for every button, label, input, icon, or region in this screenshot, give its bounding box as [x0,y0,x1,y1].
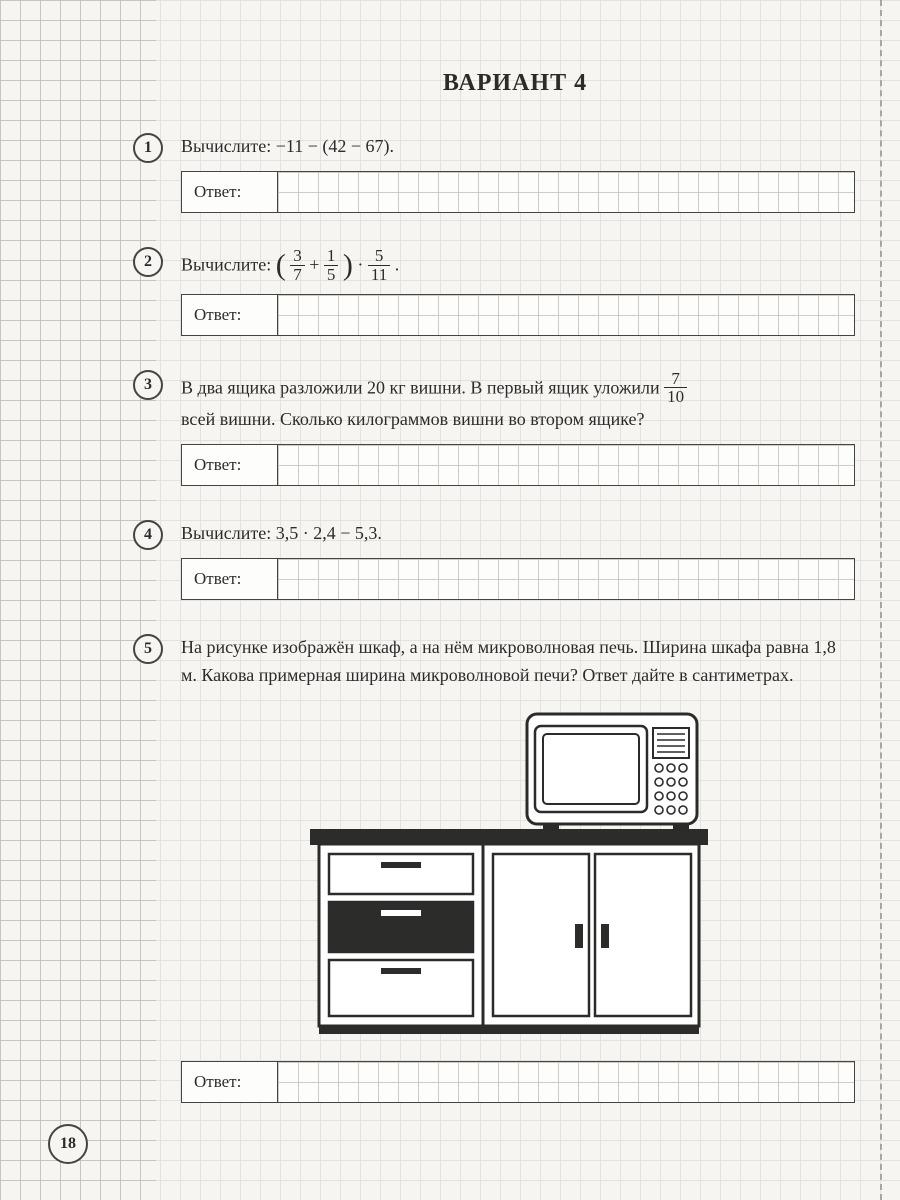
text-part: всей вишни. Сколько килограммов вишни во… [181,409,645,429]
answer-box: Ответ: [181,294,855,336]
problem-number: 1 [133,133,163,163]
answer-box: Ответ: [181,1061,855,1103]
problem-number: 5 [133,634,163,664]
denominator: 11 [368,266,390,284]
answer-label: Ответ: [182,559,278,599]
plus-sign: + [309,254,324,274]
denominator: 5 [324,266,339,284]
answer-box: Ответ: [181,444,855,486]
answer-label: Ответ: [182,295,278,335]
numerator: 1 [324,247,339,266]
problem-1: 1 Вычислите: −11 − (42 − 67). Ответ: [175,133,855,213]
microwave-icon [527,714,697,830]
answer-input-grid[interactable] [278,559,854,599]
fraction: 1 5 [324,247,339,284]
answer-input-grid[interactable] [278,172,854,212]
fraction: 5 11 [368,247,390,284]
illustration-cabinet-microwave [295,706,855,1041]
denominator: 10 [664,388,687,406]
answer-box: Ответ: [181,171,855,213]
cabinet-icon [311,830,707,1034]
answer-input-grid[interactable] [278,295,854,335]
problem-text: На рисунке изображён шкаф, а на нём микр… [181,634,855,690]
text-part: В два ящика разложили 20 кг вишни. В пер… [181,377,664,397]
left-paren-icon: ( [276,248,286,281]
problem-5: 5 На рисунке изображён шкаф, а на нём ми… [175,634,855,1103]
dot-operator: · [357,254,368,274]
problem-number: 4 [133,520,163,550]
numerator: 3 [290,247,305,266]
problem-2: 2 Вычислите: ( 3 7 + 1 5 ) · 5 11 [175,247,855,336]
problem-text: Вычислите: ( 3 7 + 1 5 ) · 5 11 . [181,247,855,284]
fraction: 3 7 [290,247,305,284]
answer-input-grid[interactable] [278,1062,854,1102]
answer-label: Ответ: [182,172,278,212]
numerator: 5 [368,247,390,266]
numerator: 7 [664,370,687,389]
page-title: ВАРИАНТ 4 [175,70,855,97]
problem-number: 2 [133,247,163,277]
answer-box: Ответ: [181,558,855,600]
answer-input-grid[interactable] [278,445,854,485]
cut-line [880,0,882,1200]
answer-label: Ответ: [182,445,278,485]
problem-text: Вычислите: 3,5 · 2,4 − 5,3. [181,520,855,548]
problem-4: 4 Вычислите: 3,5 · 2,4 − 5,3. Ответ: [175,520,855,600]
fraction: 7 10 [664,370,687,407]
text-lead: Вычислите: [181,254,276,274]
left-margin-grid [0,0,156,1200]
right-paren-icon: ) [343,248,353,281]
problem-number: 3 [133,370,163,400]
problem-text: В два ящика разложили 20 кг вишни. В пер… [181,370,855,435]
denominator: 7 [290,266,305,284]
problem-text: Вычислите: −11 − (42 − 67). [181,133,855,161]
page-number: 18 [48,1124,88,1164]
answer-label: Ответ: [182,1062,278,1102]
text-tail: . [395,254,400,274]
content-area: ВАРИАНТ 4 1 Вычислите: −11 − (42 − 67). … [175,70,855,1137]
worksheet-page: ВАРИАНТ 4 1 Вычислите: −11 − (42 − 67). … [0,0,900,1200]
problem-3: 3 В два ящика разложили 20 кг вишни. В п… [175,370,855,487]
